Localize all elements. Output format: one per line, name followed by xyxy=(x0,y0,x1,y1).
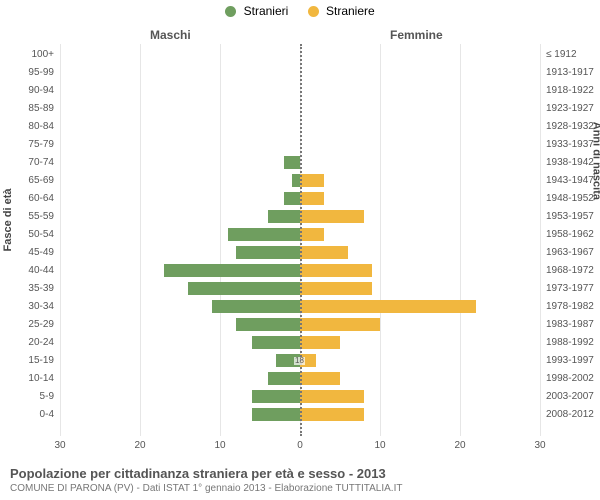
x-tick: 30 xyxy=(54,440,65,451)
bar-male xyxy=(236,318,300,331)
birth-label: 1938-1942 xyxy=(546,158,600,168)
birth-label: 1983-1987 xyxy=(546,320,600,330)
birth-label: 1913-1917 xyxy=(546,68,600,78)
legend-male: Stranieri xyxy=(225,4,288,18)
birth-label: ≤ 1912 xyxy=(546,50,600,60)
bar-male xyxy=(268,210,300,223)
gridline xyxy=(60,44,61,436)
bar-female xyxy=(300,390,364,403)
gridline xyxy=(140,44,141,436)
bar-male xyxy=(284,192,300,205)
bar-female xyxy=(300,372,340,385)
birth-label: 1993-1997 xyxy=(546,356,600,366)
birth-label: 1923-1927 xyxy=(546,104,600,114)
x-tick: 20 xyxy=(134,440,145,451)
age-marker: 18 xyxy=(294,357,305,365)
bar-female xyxy=(300,210,364,223)
bar-male xyxy=(228,228,300,241)
age-label: 55-59 xyxy=(4,212,54,222)
plot-area: 01010202030300-42008-20125-92003-200710-… xyxy=(60,44,540,436)
age-label: 30-34 xyxy=(4,302,54,312)
age-label: 40-44 xyxy=(4,266,54,276)
age-label: 5-9 xyxy=(4,392,54,402)
age-label: 75-79 xyxy=(4,140,54,150)
birth-label: 1953-1957 xyxy=(546,212,600,222)
age-label: 45-49 xyxy=(4,248,54,258)
bar-female xyxy=(300,192,324,205)
gridline xyxy=(380,44,381,436)
bar-female xyxy=(300,318,380,331)
birth-label: 1988-1992 xyxy=(546,338,600,348)
footer: Popolazione per cittadinanza straniera p… xyxy=(10,466,590,494)
x-tick: 0 xyxy=(297,440,303,451)
age-label: 50-54 xyxy=(4,230,54,240)
bar-female xyxy=(300,174,324,187)
age-label: 25-29 xyxy=(4,320,54,330)
bar-female xyxy=(300,300,476,313)
age-label: 35-39 xyxy=(4,284,54,294)
x-tick: 10 xyxy=(214,440,225,451)
birth-label: 2003-2007 xyxy=(546,392,600,402)
birth-label: 1963-1967 xyxy=(546,248,600,258)
birth-label: 2008-2012 xyxy=(546,410,600,420)
bar-male xyxy=(292,174,300,187)
birth-label: 1928-1932 xyxy=(546,122,600,132)
age-label: 15-19 xyxy=(4,356,54,366)
birth-label: 1998-2002 xyxy=(546,374,600,384)
legend-male-label: Stranieri xyxy=(244,4,289,18)
bar-male xyxy=(236,246,300,259)
birth-label: 1933-1937 xyxy=(546,140,600,150)
age-label: 95-99 xyxy=(4,68,54,78)
birth-label: 1918-1922 xyxy=(546,86,600,96)
age-label: 0-4 xyxy=(4,410,54,420)
chart-title: Popolazione per cittadinanza straniera p… xyxy=(10,466,590,481)
legend-female: Straniere xyxy=(308,4,375,18)
bar-female xyxy=(300,282,372,295)
birth-label: 1958-1962 xyxy=(546,230,600,240)
age-label: 60-64 xyxy=(4,194,54,204)
x-tick: 30 xyxy=(534,440,545,451)
side-title-left: Maschi xyxy=(150,28,191,42)
gridline xyxy=(460,44,461,436)
gridline xyxy=(220,44,221,436)
male-swatch xyxy=(225,6,236,17)
age-label: 20-24 xyxy=(4,338,54,348)
birth-label: 1978-1982 xyxy=(546,302,600,312)
age-label: 85-89 xyxy=(4,104,54,114)
center-line xyxy=(300,44,302,436)
age-label: 70-74 xyxy=(4,158,54,168)
bar-female xyxy=(300,228,324,241)
legend-female-label: Straniere xyxy=(326,4,375,18)
birth-label: 1968-1972 xyxy=(546,266,600,276)
bar-male xyxy=(164,264,300,277)
bar-male xyxy=(252,408,300,421)
bar-male xyxy=(268,372,300,385)
age-label: 65-69 xyxy=(4,176,54,186)
chart-subtitle: COMUNE DI PARONA (PV) - Dati ISTAT 1° ge… xyxy=(10,483,590,494)
age-label: 100+ xyxy=(4,50,54,60)
age-label: 80-84 xyxy=(4,122,54,132)
x-tick: 20 xyxy=(454,440,465,451)
bar-female xyxy=(300,336,340,349)
birth-label: 1943-1947 xyxy=(546,176,600,186)
age-label: 90-94 xyxy=(4,86,54,96)
female-swatch xyxy=(308,6,319,17)
side-title-right: Femmine xyxy=(390,28,443,42)
bar-female xyxy=(300,246,348,259)
bar-female xyxy=(300,408,364,421)
pyramid-chart: Stranieri Straniere Maschi Femmine Fasce… xyxy=(0,0,600,500)
bar-male xyxy=(252,390,300,403)
gridline xyxy=(540,44,541,436)
bar-male xyxy=(284,156,300,169)
x-tick: 10 xyxy=(374,440,385,451)
bar-male xyxy=(188,282,300,295)
bar-female xyxy=(300,264,372,277)
legend: Stranieri Straniere xyxy=(0,4,600,18)
birth-label: 1948-1952 xyxy=(546,194,600,204)
bar-male xyxy=(252,336,300,349)
birth-label: 1973-1977 xyxy=(546,284,600,294)
age-label: 10-14 xyxy=(4,374,54,384)
bar-male xyxy=(212,300,300,313)
